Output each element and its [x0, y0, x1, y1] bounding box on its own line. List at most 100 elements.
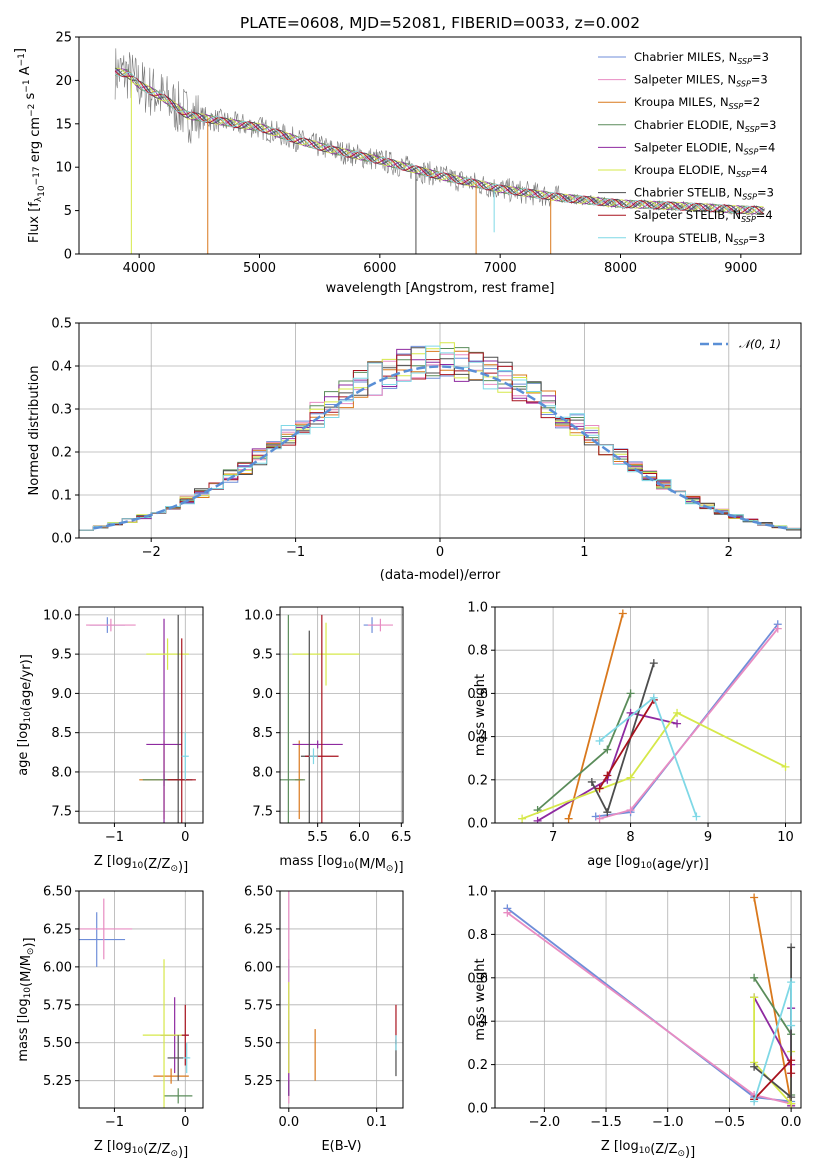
y-tick-label: 10.0 [244, 608, 273, 623]
y-tick-label: 0.2 [467, 773, 488, 788]
label-part: s [23, 92, 38, 103]
y-tick-label: 8.0 [51, 765, 72, 780]
weight-point-marker [618, 609, 627, 618]
label-part: 10 [640, 861, 652, 871]
legend-nssp: =3 [748, 231, 765, 245]
label-part: E(B-V) [321, 1139, 361, 1154]
weight-point-marker [787, 1056, 796, 1065]
label-part: 10 [132, 861, 144, 871]
x-tick-label: 0 [181, 830, 189, 845]
y-tick-label: 0.0 [467, 817, 488, 832]
label-part: (Z/Z [143, 1142, 170, 1157]
weight-point-marker [649, 659, 658, 668]
y-tick-label: 7.5 [252, 805, 273, 820]
y-tick-label: 5.75 [244, 998, 273, 1013]
x-tick-label: 5.5 [307, 830, 328, 845]
clipped-area [79, 898, 193, 1108]
x-tick-label: 6000 [363, 261, 396, 276]
legend-subscript: SSP [744, 147, 759, 156]
weight-point-marker [603, 808, 612, 817]
x-axis-label: (data-model)/error [380, 568, 501, 583]
spectrum-model-line [114, 70, 764, 214]
label-part: (M/M [19, 955, 34, 987]
x-tick-label: 9000 [724, 261, 757, 276]
y-tick-label: 5.50 [43, 1036, 72, 1051]
weight_vs_Z-panel: −2.0 −1.5 −1.0 −0.5 0.0 0.0 0.2 0.4 0.6 0.8 1.0 Z [… [467, 885, 802, 1160]
legend-subscript: SSP [745, 125, 760, 134]
x-tick-label: 9 [704, 830, 712, 845]
legend-nssp: =3 [752, 50, 769, 64]
weight-series-line [567, 613, 624, 819]
legend-model-name: Chabrier MILES, N [634, 50, 737, 64]
y-tick-label: 0.0 [51, 532, 72, 547]
label-part: Normed distribution [27, 366, 42, 496]
weight-point-marker [750, 993, 759, 1002]
x-tick-label: −1.5 [590, 1115, 622, 1130]
axes-frame [78, 890, 204, 1109]
clipped-area [114, 48, 766, 254]
label-part: )] [393, 860, 403, 875]
y-tick-label: 9.0 [51, 687, 72, 702]
axes-frame [279, 890, 404, 1109]
y-axis-label: mass weight [473, 674, 488, 756]
y-tick-label: 1.0 [467, 885, 488, 900]
legend-subscript: SSP [736, 170, 751, 179]
x-tick-label: 5000 [243, 261, 276, 276]
y-tick-label: 15 [55, 117, 72, 132]
axes-frame [78, 322, 802, 539]
x-tick-label: 6.5 [391, 830, 412, 845]
label-part: 10 [132, 1146, 144, 1156]
y-tick-label: 0.6 [467, 971, 488, 986]
y-tick-label: 9.5 [51, 648, 72, 663]
weight-point-marker [595, 784, 604, 793]
label-part: ⊙ [26, 948, 36, 956]
legend-nssp: =4 [758, 140, 775, 154]
y-tick-label: 5.25 [244, 1074, 273, 1089]
legend-model-name: Salpeter MILES, N [634, 73, 736, 87]
legend-model-name: Chabrier ELODIE, N [634, 118, 745, 132]
x-tick-label: −1 [105, 1115, 124, 1130]
clipped-area [503, 893, 796, 1108]
legend-model-name: Chabrier STELIB, N [634, 186, 742, 200]
axes-frame [279, 606, 404, 824]
age_vs_mass-panel: 5.5 6.0 6.5 7.5 8.0 8.5 9.0 9.5 10.0 mass [log10(… [244, 606, 412, 875]
weight-point-marker [750, 1062, 759, 1071]
legend-subscript: SSP [737, 57, 752, 66]
weight-point-marker [603, 745, 612, 754]
y-tick-label: 0 [64, 248, 72, 263]
y-tick-label: 5.75 [43, 998, 72, 1013]
label-part: 10 [23, 987, 33, 999]
weight-point-marker [750, 973, 759, 982]
x-tick-label: −2 [142, 545, 161, 560]
weight-point-marker [787, 1021, 796, 1030]
label-part: mass weight [473, 958, 488, 1040]
x-tick-label: −0.5 [714, 1115, 746, 1130]
weight-point-marker [626, 806, 635, 815]
label-part: )] [685, 1145, 695, 1160]
label-part: λ [34, 196, 44, 202]
figure-title: PLATE=0608, MJD=52081, FIBERID=0033, z=0… [240, 14, 640, 32]
weight-point-marker [649, 693, 658, 702]
weight-point-marker [595, 814, 604, 823]
spectrum-model-line [114, 68, 764, 215]
x-tick-label: 4000 [123, 261, 156, 276]
weight-series-line [753, 997, 792, 1107]
label-part: ⊙ [677, 1149, 685, 1159]
weight-series-line [753, 996, 792, 1106]
label-part: ] [13, 48, 28, 53]
y-tick-label: 8.0 [252, 765, 273, 780]
legend-model-name: Kroupa ELODIE, N [634, 163, 736, 177]
weight-point-marker [787, 1093, 796, 1102]
label-part: ⊙ [386, 864, 394, 874]
label-part: (Z/Z [650, 1142, 677, 1157]
label-part: (M/M [354, 857, 386, 872]
x-tick-label: 0.0 [781, 1115, 802, 1130]
legend-subscript: SSP [734, 238, 749, 247]
legend-gaussian-label: 𝒩(0, 1) [739, 337, 781, 351]
weight-point-marker [787, 978, 796, 987]
legend-model-name: Salpeter STELIB, N [634, 208, 741, 222]
legend-nssp: =3 [760, 118, 777, 132]
label-part: age [log [16, 723, 31, 776]
weight-point-marker [626, 773, 635, 782]
y-tick-label: 0.2 [51, 446, 72, 461]
